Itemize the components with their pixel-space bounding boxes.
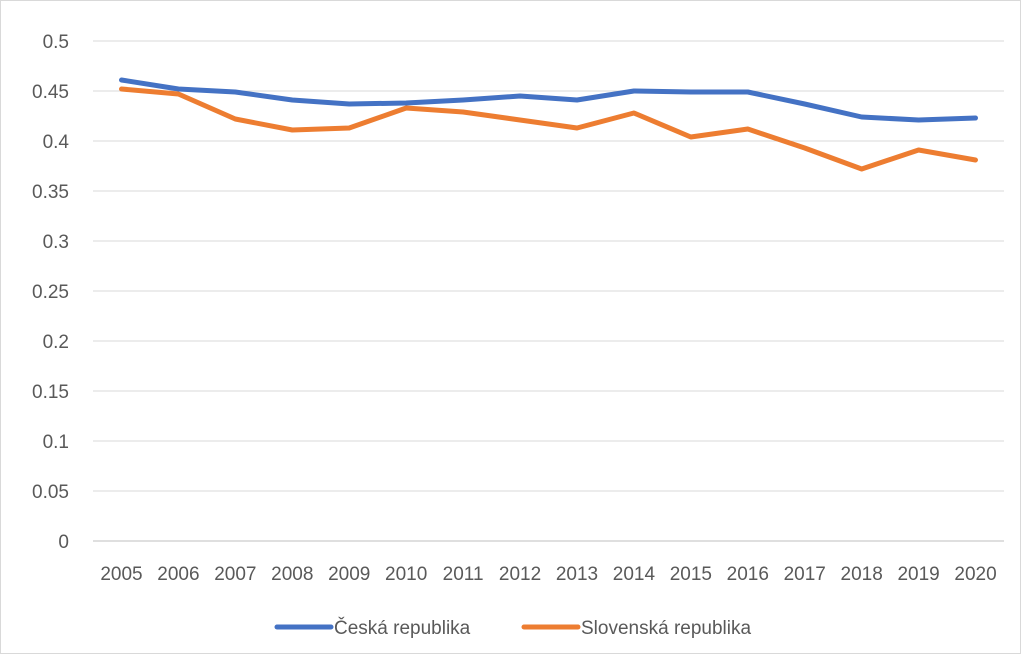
data-point bbox=[688, 135, 693, 140]
data-point bbox=[119, 78, 124, 83]
x-tick-label: 2009 bbox=[328, 564, 370, 585]
data-point bbox=[233, 117, 238, 122]
legend-label: Česká republika bbox=[334, 617, 471, 639]
x-tick-label: 2017 bbox=[784, 564, 826, 585]
y-tick-label: 0 bbox=[58, 532, 69, 553]
y-tick-label: 0.4 bbox=[43, 132, 70, 153]
data-point bbox=[802, 102, 807, 107]
y-axis-tick-labels: 0 0.05 0.1 0.15 0.2 0.25 0.3 0.35 0.4 0.45 0.5 bbox=[32, 32, 69, 553]
data-point bbox=[119, 87, 124, 92]
data-point bbox=[859, 167, 864, 172]
x-tick-label: 2006 bbox=[157, 564, 199, 585]
data-point bbox=[176, 92, 181, 97]
data-point bbox=[404, 101, 409, 106]
data-point bbox=[404, 106, 409, 111]
x-tick-label: 2008 bbox=[271, 564, 313, 585]
data-point bbox=[802, 146, 807, 151]
data-point bbox=[347, 126, 352, 131]
data-point bbox=[176, 87, 181, 92]
data-point bbox=[859, 115, 864, 120]
x-tick-label: 2010 bbox=[385, 564, 427, 585]
x-tick-label: 2007 bbox=[214, 564, 256, 585]
x-tick-label: 2015 bbox=[670, 564, 712, 585]
series-line-2 bbox=[119, 86, 978, 172]
legend: Česká republika Slovenská republika bbox=[274, 617, 751, 639]
data-point bbox=[631, 89, 636, 94]
data-point bbox=[518, 118, 523, 123]
x-tick-label: 2016 bbox=[727, 564, 769, 585]
data-point bbox=[518, 94, 523, 99]
legend-label: Slovenská republika bbox=[581, 618, 751, 639]
y-tick-label: 0.35 bbox=[32, 182, 69, 203]
data-point bbox=[745, 127, 750, 132]
data-point bbox=[916, 148, 921, 153]
data-point bbox=[290, 98, 295, 103]
data-point bbox=[631, 111, 636, 116]
series-line-1 bbox=[119, 77, 978, 123]
series-lines bbox=[119, 77, 978, 172]
legend-item: Slovenská republika bbox=[521, 618, 751, 639]
data-point bbox=[973, 158, 978, 163]
x-tick-label: 2014 bbox=[613, 564, 656, 585]
y-tick-label: 0.15 bbox=[32, 382, 69, 403]
y-tick-label: 0.1 bbox=[43, 432, 69, 453]
legend-item: Česká republika bbox=[274, 617, 471, 639]
x-tick-label: 2020 bbox=[954, 564, 996, 585]
data-point bbox=[973, 116, 978, 121]
x-axis-tick-labels: 2005 2006 2007 2008 2009 2010 2011 2012 2013 2014… bbox=[100, 564, 996, 585]
x-tick-label: 2013 bbox=[556, 564, 598, 585]
data-point bbox=[290, 128, 295, 133]
data-point bbox=[461, 110, 466, 115]
x-tick-label: 2012 bbox=[499, 564, 541, 585]
gridlines bbox=[93, 40, 1004, 542]
y-tick-label: 0.2 bbox=[43, 332, 69, 353]
data-point bbox=[745, 90, 750, 95]
y-tick-label: 0.45 bbox=[32, 82, 69, 103]
data-point bbox=[347, 102, 352, 107]
data-point bbox=[574, 98, 579, 103]
x-tick-label: 2011 bbox=[443, 564, 484, 585]
y-tick-label: 0.5 bbox=[43, 32, 69, 53]
data-point bbox=[233, 90, 238, 95]
x-tick-label: 2019 bbox=[897, 564, 939, 585]
data-point bbox=[461, 98, 466, 103]
x-tick-label: 2005 bbox=[100, 564, 142, 585]
data-point bbox=[574, 126, 579, 131]
data-point bbox=[688, 90, 693, 95]
y-tick-label: 0.25 bbox=[32, 282, 69, 303]
x-tick-label: 2018 bbox=[841, 564, 883, 585]
data-point bbox=[916, 118, 921, 123]
y-tick-label: 0.05 bbox=[32, 482, 69, 503]
y-tick-label: 0.3 bbox=[43, 232, 69, 253]
